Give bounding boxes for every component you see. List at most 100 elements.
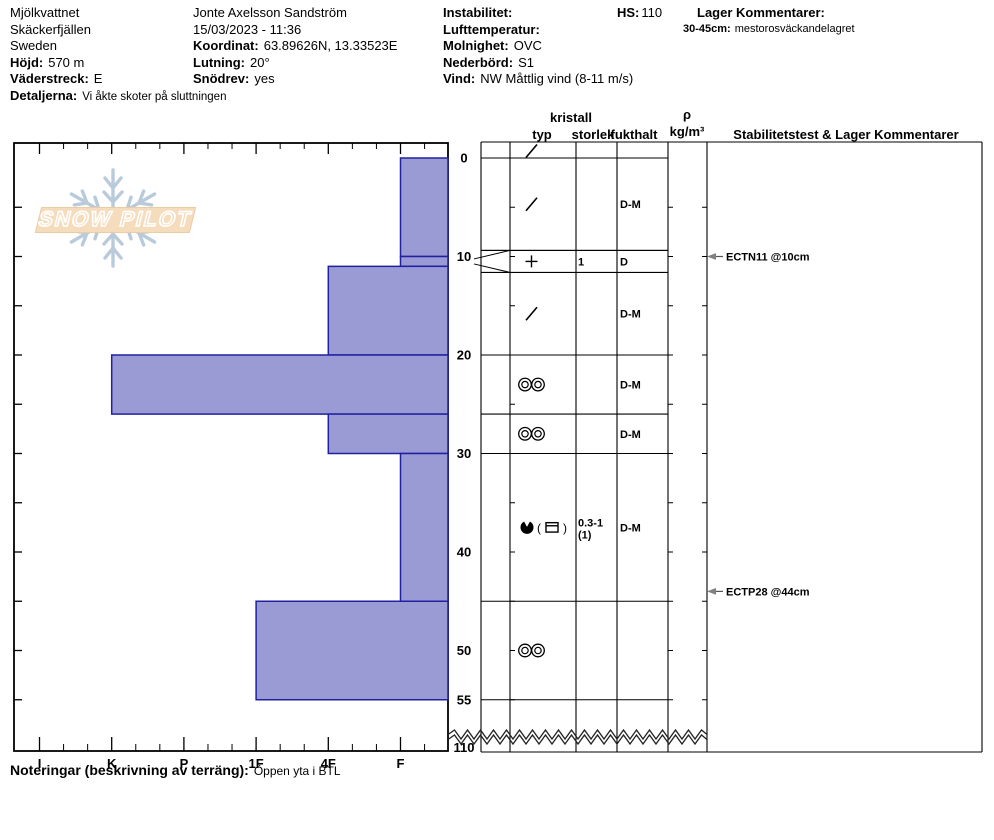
layer-bar bbox=[327, 265, 449, 356]
snowpilot-logo: SNOW PILOT bbox=[34, 160, 210, 280]
grain-symbol-DF bbox=[525, 306, 538, 321]
wetness-text: D-M bbox=[620, 522, 641, 534]
snowflake-line bbox=[80, 231, 89, 247]
grain-symbol-MFcl bbox=[518, 377, 532, 392]
grain-symbol-DF bbox=[525, 143, 538, 159]
snowflake-line bbox=[111, 176, 123, 190]
layer-bar bbox=[255, 600, 449, 701]
header-location-column: Mjölkvattnet Skäckerfjällen Sweden Höjd:… bbox=[10, 5, 226, 104]
grain-symbol-MFcl bbox=[518, 643, 532, 658]
depth-label: 20 bbox=[457, 348, 471, 363]
elevation-row: Höjd: 570 m bbox=[10, 54, 85, 70]
grain-symbol-MFcl bbox=[534, 380, 542, 389]
observation-datetime: 15/03/2023 - 11:36 bbox=[193, 21, 302, 37]
observer-name: Jonte Axelsson Sandström bbox=[193, 5, 347, 20]
drifting-snow-row: Snödrev: yes bbox=[193, 71, 275, 86]
details-row: Detaljerna: Vi åkte skoter på sluttningen bbox=[10, 87, 227, 103]
wetness-text: D-M bbox=[620, 380, 641, 392]
hardness-label: I bbox=[38, 756, 42, 771]
grain-symbol-MFcl bbox=[521, 429, 529, 438]
column-header-typ: typ bbox=[532, 127, 552, 142]
snowflake-line bbox=[103, 246, 115, 260]
layer-bar bbox=[399, 255, 449, 268]
layer-bar bbox=[110, 354, 449, 415]
hardness-label: 1F bbox=[249, 756, 264, 771]
grain-paren: ) bbox=[563, 521, 567, 535]
snowflake-line bbox=[102, 190, 115, 204]
test-arrow-head bbox=[707, 588, 716, 595]
layer-comments-header: Lager Kommentarer: bbox=[697, 5, 825, 20]
depth-label-bottom: 110 bbox=[454, 740, 475, 755]
depth-label: 30 bbox=[457, 446, 471, 461]
depth-label: 50 bbox=[457, 643, 471, 658]
header-weather-column: Instabilitet: Lufttemperatur: Molnighet:… bbox=[443, 5, 633, 88]
column-header-fukthalt: fukthalt bbox=[611, 127, 659, 142]
site-range: Skäckerfjällen bbox=[10, 21, 91, 37]
depth-label: 55 bbox=[457, 692, 471, 707]
depth-label: 0 bbox=[460, 151, 467, 166]
snowflake-line bbox=[137, 201, 154, 207]
wind-row: Vind: NW Måttlig vind (8-11 m/s) bbox=[443, 71, 634, 86]
test-annotation: ECTP28 @44cm bbox=[726, 586, 810, 598]
coordinates-row: Koordinat: 63.89626N, 13.33523E bbox=[193, 38, 398, 53]
snowflake-line bbox=[111, 246, 123, 260]
grain-size-text: 0.3-1 bbox=[578, 517, 603, 529]
grain-symbol-MFcl bbox=[521, 380, 529, 389]
grain-symbol-MFcl bbox=[518, 426, 532, 441]
snowflake-line bbox=[72, 201, 89, 207]
wetness-text: D bbox=[620, 256, 628, 268]
column-header-stability: Stabilitetstest & Lager Kommentarer bbox=[733, 127, 958, 142]
layer-bar bbox=[399, 157, 449, 258]
grain-symbol-crust bbox=[545, 521, 559, 533]
site-name: Mjölkvattnet bbox=[10, 5, 80, 20]
depth-label: 40 bbox=[457, 545, 471, 560]
test-annotation: ECTN11 @10cm bbox=[726, 252, 810, 264]
depth-break-zigzag bbox=[447, 733, 708, 746]
grain-symbol-MFcl bbox=[534, 646, 542, 655]
snowflake-line bbox=[80, 189, 89, 205]
snowflake-line bbox=[137, 189, 146, 205]
depth-break-zigzag bbox=[447, 728, 708, 741]
thin-layer-fan-line bbox=[473, 249, 511, 260]
precipitation-row: Nederbörd: S1 bbox=[443, 54, 534, 70]
depth-label: 10 bbox=[457, 249, 471, 264]
grain-paren: ( bbox=[537, 521, 541, 535]
wetness-text: D-M bbox=[620, 309, 641, 321]
column-header-kristall: kristall bbox=[550, 110, 592, 125]
layer-bar bbox=[399, 452, 449, 602]
aspect-row: Väderstreck: E bbox=[10, 71, 103, 86]
column-header-rho-unit: kg/m³ bbox=[670, 124, 705, 139]
snowflake-line bbox=[111, 232, 124, 246]
hardness-label: K bbox=[107, 756, 117, 771]
air-temperature-row: Lufttemperatur: bbox=[443, 21, 540, 37]
hardness-label: P bbox=[180, 756, 189, 771]
grain-size-text: 1 bbox=[578, 256, 584, 268]
test-arrow-head bbox=[707, 253, 716, 260]
grain-symbol-MF bbox=[520, 520, 534, 534]
snow-height-row: HS: 110 bbox=[617, 5, 663, 20]
grain-symbol-MF bbox=[524, 521, 530, 527]
slope-angle-row: Lutning: 20° bbox=[193, 54, 270, 70]
grain-symbol-DF bbox=[525, 197, 538, 212]
snowflake-line bbox=[102, 232, 115, 246]
header-observer-column: Jonte Axelsson Sandström 15/03/2023 - 11… bbox=[193, 5, 397, 88]
cloud-cover-row: Molnighet: OVC bbox=[443, 38, 542, 53]
snowflake-arm bbox=[102, 168, 124, 220]
grain-symbol-MF bbox=[520, 518, 534, 522]
snowflake-line bbox=[137, 231, 146, 247]
hardness-label: 4F bbox=[321, 756, 336, 771]
grain-symbol-MFcl bbox=[531, 377, 545, 392]
wetness-text: D-M bbox=[620, 429, 641, 441]
snowflake-line bbox=[103, 176, 115, 190]
instability-row: Instabilitet: bbox=[443, 5, 513, 20]
layer-comment: 30-45cm: mestorosväckandelagret bbox=[683, 23, 855, 35]
hardness-label: F bbox=[397, 756, 405, 771]
column-header-storlek: storlek bbox=[572, 127, 615, 142]
grain-symbol-MFcl bbox=[534, 429, 542, 438]
thin-layer-fan-line bbox=[473, 263, 511, 273]
wetness-text: D-M bbox=[620, 199, 641, 211]
grain-symbol-MFcl bbox=[531, 643, 545, 658]
grain-size-text: (1) bbox=[578, 529, 592, 541]
